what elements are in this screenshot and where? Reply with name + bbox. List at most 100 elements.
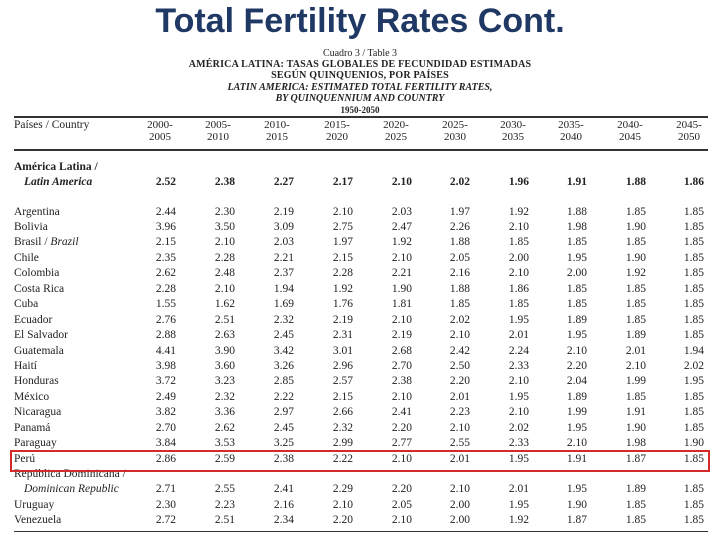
- rate-cell: 2.00: [566, 267, 587, 279]
- rate-cell: 2.38: [391, 375, 412, 387]
- rate-cell: 2.10: [391, 514, 412, 526]
- rate-cell: 2.55: [449, 437, 470, 449]
- period-header: 2010- 2015: [257, 119, 297, 143]
- rate-cell: 1.89: [566, 314, 587, 326]
- rate-cell: 2.10: [449, 422, 470, 434]
- rate-cell: 1.85: [566, 236, 587, 248]
- rate-cell: 1.92: [508, 514, 529, 526]
- rate-cell: 2.77: [391, 437, 412, 449]
- rate-cell: 1.90: [625, 221, 646, 233]
- header-bottom-rule: [14, 149, 708, 151]
- country-column-header: Países / Country: [14, 119, 90, 131]
- rate-cell: 2.34: [273, 514, 294, 526]
- rate-cell: 1.95: [566, 483, 587, 495]
- rate-cell: 1.85: [683, 298, 704, 310]
- country-name: Guatemala: [14, 345, 64, 357]
- rate-cell: 2.04: [566, 375, 587, 387]
- rate-cell: 1.85: [625, 499, 646, 511]
- rate-cell: 1.91: [566, 453, 587, 465]
- rate-cell: 2.15: [332, 391, 353, 403]
- rate-cell: 2.26: [449, 221, 470, 233]
- period-header-start: 2025-: [442, 119, 468, 131]
- rate-cell: 1.88: [449, 236, 470, 248]
- rate-cell: 1.85: [625, 314, 646, 326]
- table-row: Bolivia 3.96 3.50 3.09 2.75 2.47 2.26 2.10 1.98 1…: [14, 221, 708, 236]
- rate-cell: 1.89: [566, 391, 587, 403]
- period-header: 2035- 2040: [551, 119, 591, 143]
- period-header: 2015- 2020: [317, 119, 357, 143]
- rate-cell: 3.90: [214, 345, 235, 357]
- rate-cell: 2.30: [155, 499, 176, 511]
- country-name: Nicaragua: [14, 406, 62, 418]
- rate-cell: 2.45: [273, 422, 294, 434]
- rate-cell: 2.01: [449, 391, 470, 403]
- rate-cell: 2.10: [332, 499, 353, 511]
- rate-cell: 2.10: [449, 483, 470, 495]
- rate-cell: 2.32: [273, 314, 294, 326]
- rate-cell: 2.62: [155, 267, 176, 279]
- rate-cell: 2.85: [273, 375, 294, 387]
- table-row: Venezuela 2.72 2.51 2.34 2.20 2.10 2.00 1.92 1.8…: [14, 514, 708, 529]
- rate-cell: 2.20: [332, 514, 353, 526]
- table-row: El Salvador 2.88 2.63 2.45 2.31 2.19 2.10 2.01 1…: [14, 329, 708, 344]
- period-header-end: 2005: [149, 131, 171, 143]
- table-bottom-rule: [14, 531, 708, 532]
- rate-cell: 2.10: [508, 267, 529, 279]
- rate-cell: 2.22: [332, 453, 353, 465]
- rate-cell: 1.85: [683, 267, 704, 279]
- country-name: Brasil / Brazil: [14, 236, 79, 248]
- rate-cell: 2.59: [214, 453, 235, 465]
- rate-cell: 1.85: [566, 283, 587, 295]
- rate-cell: 1.88: [566, 206, 587, 218]
- rate-cell: 2.42: [449, 345, 470, 357]
- rate-cell: 1.86: [508, 283, 529, 295]
- rate-cell: 2.28: [155, 283, 176, 295]
- rate-cell: 2.41: [273, 483, 294, 495]
- table-title-en-line2: BY QUINQUENNIUM AND COUNTRY: [275, 93, 445, 104]
- period-header-start: 2020-: [383, 119, 409, 131]
- period-header: 2020- 2025: [376, 119, 416, 143]
- rate-cell: 3.36: [214, 406, 235, 418]
- rate-cell: 2.10: [391, 252, 412, 264]
- rate-cell: 2.32: [214, 391, 235, 403]
- period-header-start: 2035-: [558, 119, 584, 131]
- rate-cell: 2.10: [391, 314, 412, 326]
- rate-cell: 2.10: [214, 236, 235, 248]
- rate-cell: 2.15: [332, 252, 353, 264]
- rate-cell: 2.49: [155, 391, 176, 403]
- country-name: Costa Rica: [14, 283, 65, 295]
- rate-cell: 1.99: [625, 375, 646, 387]
- rate-cell: 1.95: [508, 499, 529, 511]
- rate-cell: 1.98: [625, 437, 646, 449]
- rate-cell: 1.85: [508, 236, 529, 248]
- rate-cell: 3.01: [332, 345, 353, 357]
- rate-cell: 1.94: [683, 345, 704, 357]
- rate-cell: 1.91: [625, 406, 646, 418]
- rate-cell: 2.20: [566, 360, 587, 372]
- rate-cell: 1.99: [566, 406, 587, 418]
- rate-cell: 3.42: [273, 345, 294, 357]
- period-header: 2040- 2045: [610, 119, 650, 143]
- period-header-end: 2040: [560, 131, 582, 143]
- rate-cell: 2.00: [508, 252, 529, 264]
- rate-cell: 2.10: [391, 176, 412, 188]
- table-title-es-line2: SEGÚN QUINQUENIOS, POR PAÍSES: [271, 70, 449, 81]
- period-header-end: 2035: [502, 131, 524, 143]
- rate-cell: 2.48: [214, 267, 235, 279]
- rate-cell: 2.02: [449, 176, 470, 188]
- rate-cell: 2.01: [449, 453, 470, 465]
- rate-cell: 2.15: [155, 236, 176, 248]
- rate-cell: 1.92: [625, 267, 646, 279]
- table-title-en-line1: LATIN AMERICA: ESTIMATED TOTAL FERTILITY…: [227, 82, 493, 93]
- rate-cell: 2.72: [155, 514, 176, 526]
- rate-cell: 2.75: [332, 221, 353, 233]
- rate-cell: 2.45: [273, 329, 294, 341]
- rate-cell: 1.92: [332, 283, 353, 295]
- rate-cell: 2.03: [391, 206, 412, 218]
- rate-cell: 2.97: [273, 406, 294, 418]
- rate-cell: 1.85: [683, 406, 704, 418]
- rate-cell: 1.85: [625, 298, 646, 310]
- rate-cell: 2.19: [273, 206, 294, 218]
- rate-cell: 2.28: [332, 267, 353, 279]
- table-row: Argentina 2.44 2.30 2.19 2.10 2.03 1.97 1.92 1.8…: [14, 206, 708, 221]
